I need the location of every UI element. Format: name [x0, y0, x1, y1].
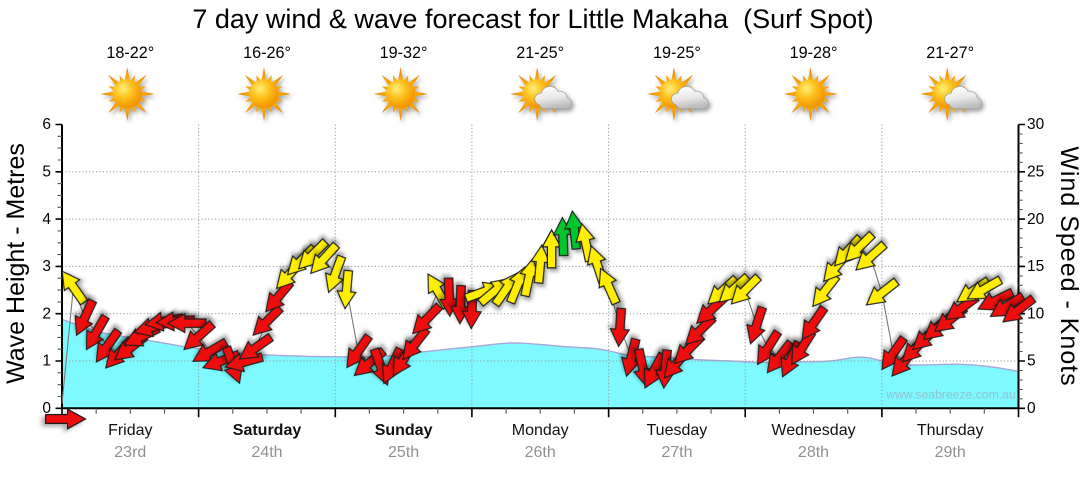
svg-text:20: 20: [1027, 211, 1045, 228]
svg-text:4: 4: [42, 211, 51, 228]
svg-text:Monday: Monday: [512, 422, 569, 439]
svg-text:18-22°: 18-22°: [106, 44, 154, 62]
svg-text:27th: 27th: [661, 444, 692, 461]
svg-text:25th: 25th: [388, 444, 419, 461]
svg-text:1: 1: [42, 353, 51, 370]
svg-text:Wind Speed - Knots: Wind Speed - Knots: [1055, 146, 1080, 386]
svg-text:www.seabreeze.com.au: www.seabreeze.com.au: [885, 388, 1015, 402]
svg-text:29th: 29th: [935, 444, 966, 461]
svg-text:28th: 28th: [798, 444, 829, 461]
svg-text:Sunday: Sunday: [375, 422, 433, 439]
svg-text:Tuesday: Tuesday: [647, 422, 708, 439]
svg-text:5: 5: [42, 164, 51, 181]
svg-text:2: 2: [42, 305, 51, 322]
svg-text:25: 25: [1027, 164, 1044, 181]
svg-text:7 day wind & wave forecast for: 7 day wind & wave forecast for Little Ma…: [192, 4, 873, 34]
svg-text:15: 15: [1027, 258, 1044, 275]
svg-text:0: 0: [42, 400, 51, 417]
svg-text:0: 0: [1027, 400, 1036, 417]
svg-text:Friday: Friday: [108, 422, 152, 439]
svg-text:21-25°: 21-25°: [516, 44, 564, 62]
svg-text:19-32°: 19-32°: [380, 44, 428, 62]
svg-text:30: 30: [1027, 116, 1045, 133]
svg-text:Thursday: Thursday: [917, 422, 984, 439]
svg-text:3: 3: [42, 258, 51, 275]
svg-text:21-27°: 21-27°: [926, 44, 974, 62]
svg-text:Wave Height - Metres: Wave Height - Metres: [2, 143, 30, 384]
svg-text:Saturday: Saturday: [233, 422, 302, 439]
svg-text:Wednesday: Wednesday: [771, 422, 855, 439]
svg-text:5: 5: [1027, 353, 1036, 370]
svg-text:23rd: 23rd: [114, 444, 146, 461]
svg-text:19-25°: 19-25°: [653, 44, 701, 62]
svg-text:6: 6: [42, 116, 51, 133]
svg-text:10: 10: [1027, 305, 1045, 322]
svg-text:16-26°: 16-26°: [243, 44, 291, 62]
svg-text:26th: 26th: [525, 444, 556, 461]
svg-text:24th: 24th: [251, 444, 282, 461]
svg-text:19-28°: 19-28°: [790, 44, 838, 62]
